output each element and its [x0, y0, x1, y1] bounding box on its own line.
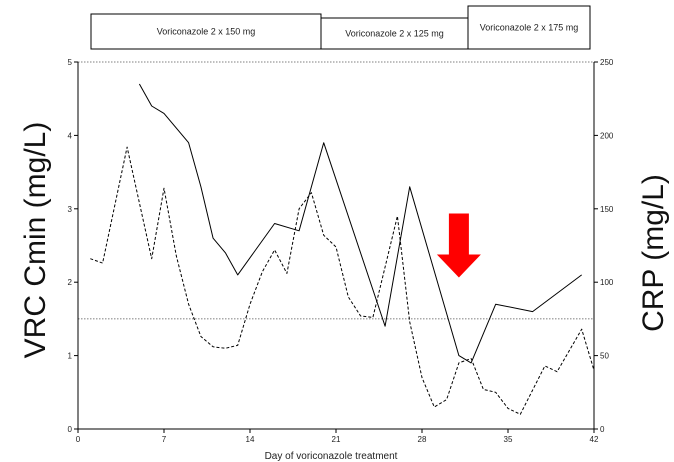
- y-right-tick-label: 100: [600, 278, 614, 287]
- x-tick-label: 7: [162, 435, 167, 444]
- red-arrow-annotation: [436, 213, 481, 278]
- x-tick-label: 42: [590, 435, 599, 444]
- x-tick-label: 28: [418, 435, 427, 444]
- series-crp-line: [90, 146, 595, 415]
- dose-label-3: Voriconazole 2 x 175 mg: [480, 23, 579, 33]
- x-tick-label: 14: [246, 435, 255, 444]
- annotation-layer: [436, 213, 481, 278]
- dose-box-3: [467, 5, 591, 50]
- y-axis-title-right: CRP (mg/L): [637, 174, 670, 332]
- x-tick-label: 0: [76, 435, 81, 444]
- dose-box-1: [90, 13, 322, 50]
- y-left-tick-label: 4: [68, 131, 73, 140]
- y-right-tick-label: 250: [600, 58, 614, 67]
- y-right-tick-label: 50: [600, 352, 609, 361]
- dose-label-1: Voriconazole 2 x 150 mg: [157, 27, 256, 37]
- y-right-tick-label: 150: [600, 205, 614, 214]
- dose-period-boxes: Voriconazole 2 x 150 mg Voriconazole 2 x …: [90, 5, 591, 50]
- x-tick-label: 21: [332, 435, 341, 444]
- dose-label-2: Voriconazole 2 x 125 mg: [345, 29, 444, 39]
- y-left-tick-label: 2: [68, 278, 73, 287]
- y-right-tick-label: 0: [600, 425, 605, 434]
- y-axis-title-left: VRC Cmin (mg/L): [19, 122, 52, 359]
- y-right-tick-label: 200: [600, 131, 614, 140]
- plot-frame: [77, 62, 595, 430]
- y-left-tick-label: 0: [68, 425, 73, 434]
- series-layer: [90, 83, 595, 415]
- series-vrc-cmin-line: [138, 83, 582, 364]
- y-left-tick-label: 3: [68, 205, 73, 214]
- reference-lines: [78, 61, 594, 320]
- dose-box-2: [320, 17, 469, 50]
- y-left-tick-label: 5: [68, 58, 73, 67]
- y-left-tick-label: 1: [68, 352, 73, 361]
- x-tick-label: 35: [504, 435, 513, 444]
- x-axis-title: Day of voriconazole treatment: [265, 451, 398, 462]
